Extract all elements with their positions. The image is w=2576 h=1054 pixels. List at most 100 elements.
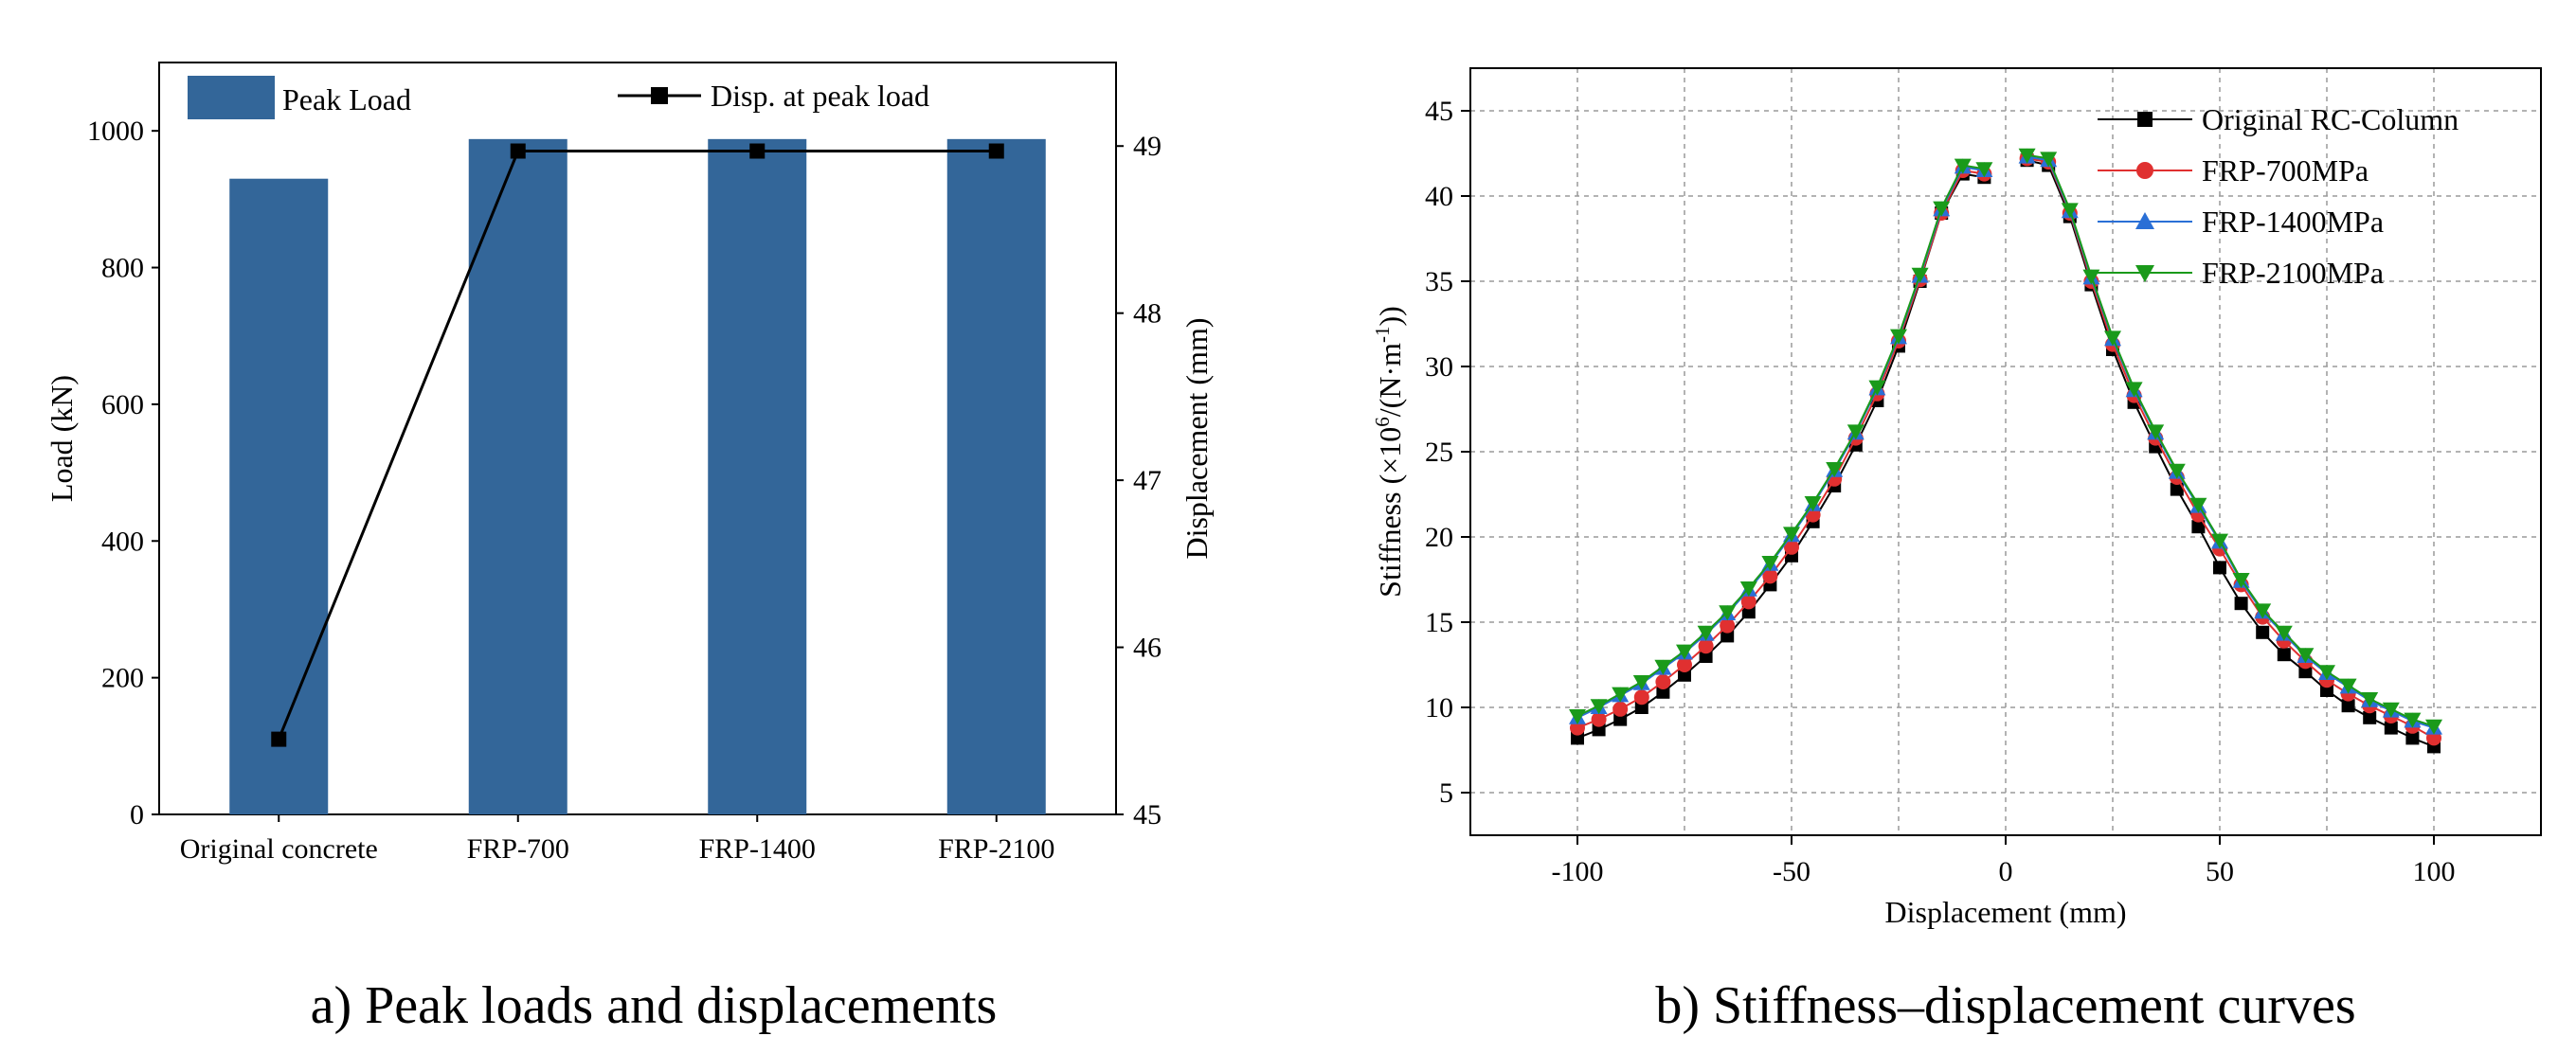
legend-marker-frp-1400mpa — [2135, 212, 2154, 229]
ylabel-sup-2: -1 — [1371, 326, 1394, 343]
legend-marker-frp-700mpa — [2136, 162, 2153, 179]
point-frp-2100mpa--30 — [1868, 380, 1886, 396]
point-frp-700mpa--60 — [1740, 594, 1756, 610]
point-original-rc-column--75 — [1678, 668, 1691, 682]
y2-tick-label-45: 45 — [1133, 799, 1162, 831]
b-x-tick-label-0: 0 — [1999, 856, 2013, 887]
point-frp-2100mpa--10 — [1954, 158, 1972, 174]
bar-frp-700 — [468, 138, 567, 815]
point-frp-2100mpa-65 — [2275, 625, 2293, 641]
legend-label-frp-1400mpa: FRP-1400MPa — [2202, 205, 2384, 239]
panel-b-grid — [1469, 68, 2542, 835]
point-frp-2100mpa--40 — [1826, 462, 1844, 477]
series-line-frp-700mpa-0 — [1576, 169, 1985, 729]
panel-a-line — [271, 143, 1004, 747]
ylabel-part-1: Stiffness (×10 — [1373, 427, 1407, 598]
legend-label-frp-2100mpa: FRP-2100MPa — [2202, 256, 2384, 290]
point-frp-2100mpa-95 — [2404, 712, 2422, 728]
point-original-rc-column-90 — [2384, 721, 2398, 735]
panel-a-bars — [229, 138, 1046, 815]
y-tick-label-400: 400 — [101, 526, 144, 557]
point-frp-2100mpa-50 — [2211, 533, 2228, 549]
point-frp-2100mpa-70 — [2297, 648, 2315, 664]
y2-tick-label-48: 48 — [1133, 298, 1162, 330]
legend-label-frp-700mpa: FRP-700MPa — [2202, 153, 2369, 188]
point-original-rc-column-75 — [2320, 684, 2333, 697]
b-x-tick-label-50: 50 — [2206, 856, 2234, 887]
y2-tick-label-49: 49 — [1133, 131, 1162, 162]
b-x-tick-label--100: -100 — [1552, 856, 1604, 887]
point-frp-2100mpa--75 — [1676, 644, 1693, 660]
disp-marker-original-concrete — [271, 731, 287, 747]
x-tick-label-frp-700: FRP-700 — [467, 833, 569, 865]
series-line-original-rc-column-0 — [1576, 172, 1985, 740]
disp-marker-frp-2100 — [988, 143, 1004, 159]
point-original-rc-column--70 — [1699, 650, 1713, 663]
point-frp-2100mpa--80 — [1654, 659, 1672, 675]
panel-a-caption: a) Peak loads and displacements — [311, 976, 998, 1035]
point-frp-2100mpa-55 — [2232, 573, 2250, 588]
point-frp-700mpa--85 — [1633, 689, 1649, 706]
series-line-original-rc-column-1 — [2027, 159, 2435, 748]
ylabel-sup-1: 6 — [1371, 417, 1394, 427]
y2-tick-label-47: 47 — [1133, 465, 1162, 496]
point-frp-2100mpa--5 — [1975, 162, 1993, 178]
b-y-tick-label-45: 45 — [1425, 96, 1453, 127]
panel-b-axes: 5 10 15 20 25 30 35 40 45 -100 -50 0 50 100 — [1425, 96, 2456, 887]
point-original-rc-column-85 — [2363, 710, 2377, 724]
bar-frp-1400 — [708, 138, 807, 815]
point-original-rc-column--80 — [1656, 685, 1670, 699]
disp-marker-frp-700 — [510, 143, 526, 159]
legend-marker-original-rc-column — [2137, 112, 2153, 127]
point-original-rc-column--95 — [1592, 723, 1606, 737]
point-frp-2100mpa-45 — [2189, 497, 2207, 513]
point-frp-2100mpa-5 — [2018, 148, 2036, 164]
legend-swatch-peak-load — [188, 76, 275, 119]
point-frp-2100mpa-75 — [2318, 665, 2335, 681]
point-frp-2100mpa-15 — [2061, 203, 2079, 219]
panel-a-plot-frame — [158, 62, 1117, 815]
panel-a-chart: 0 200 400 600 800 1000 45 46 47 48 49 Original conc… — [45, 62, 1214, 1035]
series-line-frp-2100mpa-1 — [2027, 153, 2435, 727]
point-original-rc-column-70 — [2298, 665, 2313, 679]
point-original-rc-column-65 — [2277, 648, 2291, 662]
point-frp-700mpa--75 — [1677, 657, 1692, 672]
b-y-tick-label-30: 30 — [1425, 351, 1453, 383]
legend-label-peak-load: Peak Load — [282, 82, 411, 116]
bar-original-concrete — [229, 178, 329, 814]
y-tick-label-0: 0 — [130, 799, 144, 831]
series-line-frp-2100mpa-0 — [1576, 164, 1985, 717]
ylabel-part-3: )) — [1373, 306, 1407, 326]
legend-marker-frp-2100mpa — [2135, 265, 2154, 282]
point-frp-700mpa--80 — [1655, 674, 1671, 689]
point-frp-2100mpa--70 — [1697, 625, 1715, 641]
panel-a-y2label: Displacement (mm) — [1180, 317, 1214, 559]
point-frp-2100mpa-80 — [2339, 678, 2357, 694]
point-frp-2100mpa--60 — [1739, 581, 1757, 597]
point-frp-2100mpa-35 — [2147, 424, 2165, 440]
x-tick-label-frp-2100: FRP-2100 — [938, 833, 1054, 865]
point-frp-2100mpa-60 — [2254, 603, 2272, 619]
legend-marker-disp — [651, 87, 668, 104]
point-frp-2100mpa--15 — [1933, 201, 1951, 217]
point-frp-700mpa--65 — [1720, 617, 1736, 634]
b-y-tick-label-20: 20 — [1425, 522, 1453, 553]
series-line-frp-1400mpa-0 — [1576, 166, 1985, 719]
y-tick-label-200: 200 — [101, 663, 144, 694]
point-original-rc-column-45 — [2191, 520, 2206, 534]
panel-b-series — [1569, 148, 2442, 754]
point-frp-2100mpa--55 — [1761, 556, 1779, 571]
point-original-rc-column-60 — [2256, 625, 2270, 639]
b-y-tick-label-15: 15 — [1425, 607, 1453, 638]
series-line-frp-1400mpa-1 — [2027, 155, 2435, 729]
panel-b-caption: b) Stiffness–displacement curves — [1655, 976, 2355, 1035]
ylabel-part-2: /(N·m — [1373, 343, 1407, 417]
point-frp-2100mpa--90 — [1612, 687, 1630, 703]
point-frp-700mpa--95 — [1591, 711, 1607, 727]
b-x-tick-label--50: -50 — [1773, 856, 1810, 887]
b-y-tick-label-5: 5 — [1439, 777, 1453, 809]
series-frp-2100mpa — [1569, 148, 2442, 735]
point-frp-2100mpa--50 — [1783, 527, 1800, 543]
point-frp-2100mpa--100 — [1569, 709, 1586, 724]
